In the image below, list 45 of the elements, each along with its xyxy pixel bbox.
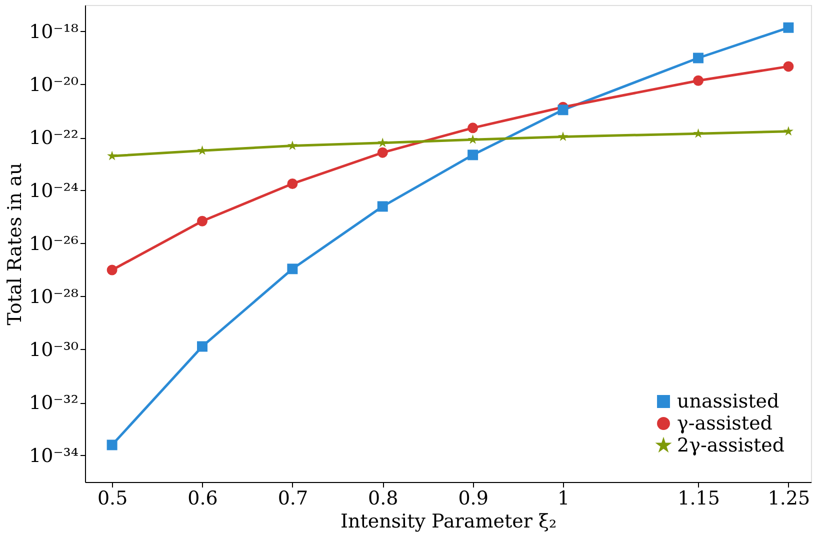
point	[468, 134, 478, 144]
x-axis-title: Intensity Parameter ξ₂	[340, 510, 557, 532]
point	[783, 61, 794, 72]
y-tick-label: 10⁻²²	[29, 127, 78, 149]
x-tick-label: 0.8	[368, 488, 398, 510]
point	[107, 150, 118, 160]
y-tick-label: 10⁻²⁰	[29, 74, 79, 96]
point	[558, 131, 568, 141]
legend-label: γ-assisted	[677, 412, 772, 434]
point	[287, 178, 298, 189]
point	[783, 126, 794, 136]
point	[377, 201, 388, 212]
legend-label: 2γ-assisted	[677, 434, 785, 456]
point	[693, 75, 704, 86]
point	[287, 140, 298, 150]
point	[693, 128, 704, 138]
x-tick-label: 0.6	[188, 488, 218, 510]
point	[468, 150, 478, 160]
y-tick-label: 10⁻²⁶	[29, 233, 79, 255]
x-tick-label: 0.5	[97, 488, 128, 510]
point	[378, 138, 388, 148]
x-tick-label: 1.25	[768, 488, 810, 510]
point	[287, 264, 298, 274]
x-tick-label: 0.7	[278, 488, 308, 510]
point	[106, 440, 118, 450]
point	[468, 122, 478, 134]
y-tick-label: 10⁻³⁴	[29, 445, 79, 467]
point	[197, 341, 208, 352]
point	[197, 216, 208, 226]
y-tick-label: 10⁻²⁸	[29, 286, 79, 308]
legend-label: unassisted	[677, 390, 780, 412]
y-tick-label: 10⁻²⁴	[29, 180, 79, 202]
point	[783, 22, 794, 33]
point	[377, 147, 388, 158]
y-tick-label: 10⁻³²	[29, 392, 78, 414]
x-tick-label: 1	[557, 488, 570, 510]
point	[197, 145, 208, 155]
y-axis-title: Total Rates in au	[4, 162, 26, 326]
y-tick-label: 10⁻³⁰	[29, 339, 79, 361]
y-tick-label: 10⁻¹⁸	[29, 21, 79, 43]
point	[693, 52, 704, 64]
point	[106, 264, 118, 276]
x-tick-label: 1.15	[678, 488, 720, 510]
point	[558, 104, 568, 116]
x-tick-label: 0.9	[458, 488, 488, 510]
